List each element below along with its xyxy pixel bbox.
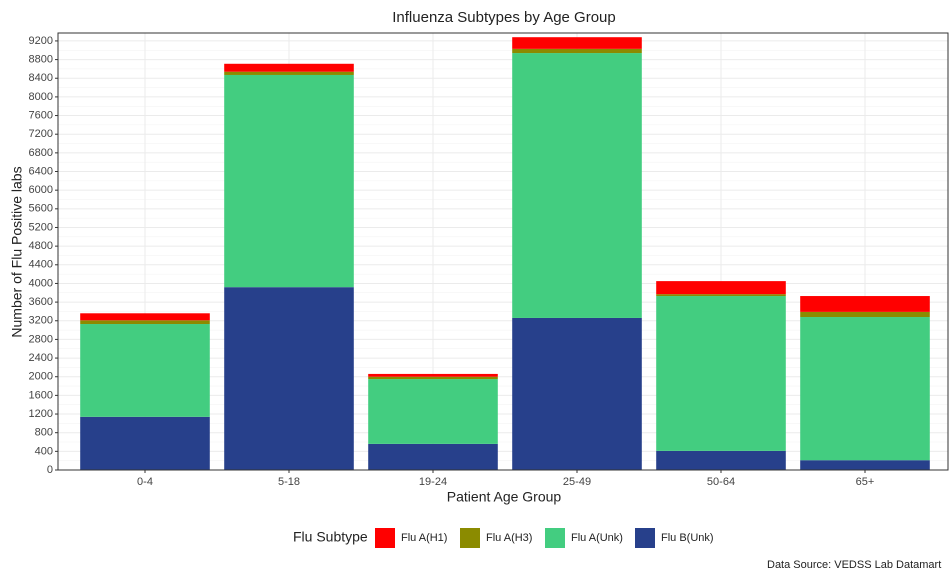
bar-segment — [512, 48, 642, 54]
y-tick-label: 7600 — [29, 109, 53, 121]
y-tick-label: 2800 — [29, 333, 53, 345]
bar-segment — [368, 379, 498, 444]
bar-segment — [80, 320, 210, 325]
bar-segment — [656, 296, 786, 451]
bar-segment — [368, 373, 498, 377]
y-tick-label: 5600 — [29, 203, 53, 215]
bar-segment — [656, 450, 786, 470]
x-tick-label: 50-64 — [707, 476, 735, 488]
legend-swatch — [375, 528, 395, 548]
y-tick-label: 7200 — [29, 128, 53, 140]
y-tick-label: 2400 — [29, 352, 53, 364]
legend-label: Flu B(Unk) — [661, 532, 714, 544]
y-tick-label: 8400 — [29, 72, 53, 84]
y-tick-label: 3200 — [29, 315, 53, 327]
y-tick-label: 400 — [35, 445, 53, 457]
bar-segment — [800, 460, 930, 470]
y-tick-label: 6800 — [29, 147, 53, 159]
y-tick-label: 2000 — [29, 371, 53, 383]
legend-label: Flu A(H3) — [486, 532, 532, 544]
legend-swatch — [545, 528, 565, 548]
bar-segment — [512, 37, 642, 49]
legend-title: Flu Subtype — [293, 529, 368, 545]
y-tick-label: 3600 — [29, 296, 53, 308]
y-tick-label: 5200 — [29, 221, 53, 233]
x-axis-label: Patient Age Group — [447, 489, 562, 505]
y-tick-label: 6400 — [29, 165, 53, 177]
x-tick-label: 25-49 — [563, 476, 591, 488]
bar-segment — [512, 317, 642, 470]
bar-segment — [656, 281, 786, 295]
y-tick-label: 4000 — [29, 277, 53, 289]
legend-swatch — [635, 528, 655, 548]
y-tick-label: 6000 — [29, 184, 53, 196]
bar-segment — [368, 376, 498, 380]
bar-segment — [80, 324, 210, 417]
plot-border — [57, 32, 949, 471]
y-tick-label: 8800 — [29, 53, 53, 65]
bar-segment — [656, 294, 786, 297]
x-tick-label: 65+ — [856, 476, 875, 488]
bar-segment — [224, 74, 354, 288]
y-tick-label: 800 — [35, 427, 53, 439]
x-tick-label: 5-18 — [278, 476, 300, 488]
bar-segment — [224, 287, 354, 470]
y-tick-label: 1600 — [29, 389, 53, 401]
y-tick-label: 0 — [47, 464, 53, 476]
legend-swatch — [460, 528, 480, 548]
bar-segment — [368, 443, 498, 470]
bar-segment — [800, 317, 930, 461]
y-tick-label: 4800 — [29, 240, 53, 252]
y-axis-label: Number of Flu Positive labs — [9, 166, 25, 337]
chart-title: Influenza Subtypes by Age Group — [392, 9, 615, 26]
legend-label: Flu A(H1) — [401, 532, 447, 544]
bar-segment — [224, 71, 354, 75]
bar-segment — [512, 53, 642, 318]
y-tick-label: 4400 — [29, 259, 53, 271]
bar-segment — [80, 416, 210, 470]
bar-segment — [800, 311, 930, 318]
bar-segment — [800, 296, 930, 312]
bar-segment — [80, 313, 210, 321]
y-tick-label: 1200 — [29, 408, 53, 420]
x-tick-label: 19-24 — [419, 476, 447, 488]
y-tick-label: 8000 — [29, 91, 53, 103]
legend-label: Flu A(Unk) — [571, 532, 623, 544]
y-tick-label: 9200 — [29, 35, 53, 47]
bar-segment — [224, 63, 354, 72]
x-tick-label: 0-4 — [137, 476, 153, 488]
caption: Data Source: VEDSS Lab Datamart — [767, 559, 941, 571]
